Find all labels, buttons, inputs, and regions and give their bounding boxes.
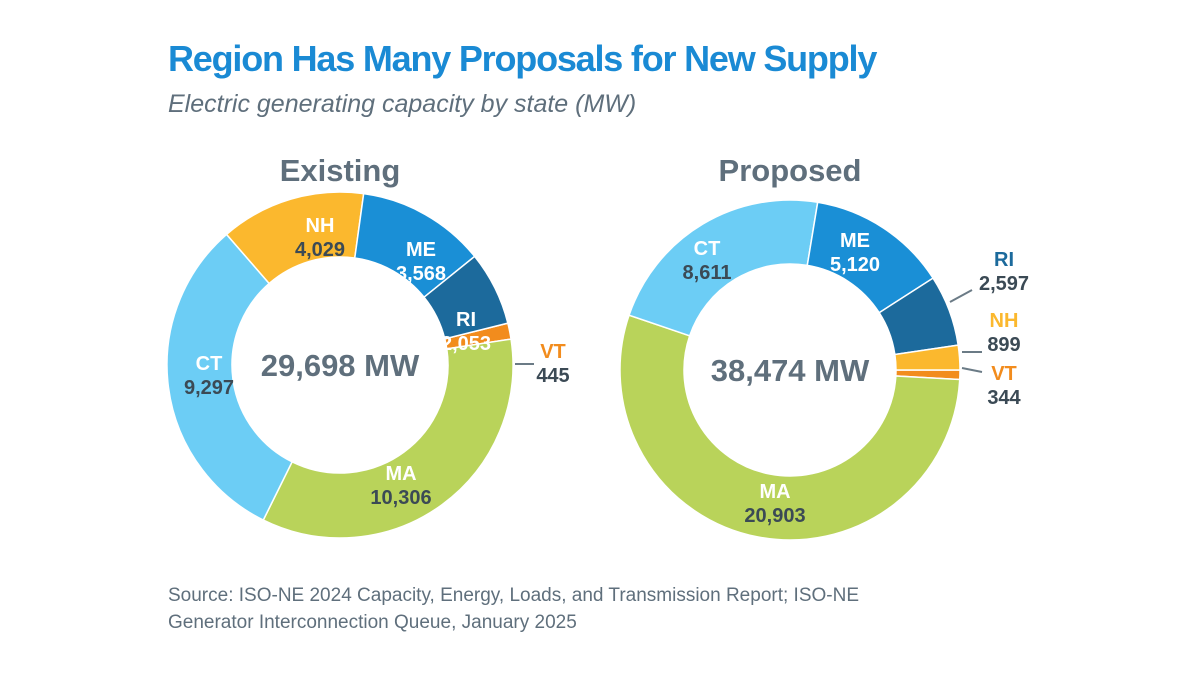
slice-value-vt: 445 [536,365,569,387]
slice-value-ct: 8,611 [683,262,732,284]
slice-label-ct: CT [196,353,223,375]
slice-value-nh: 899 [987,334,1020,356]
center-total-label: 29,698 MW [261,348,420,383]
slice-value-ma: 20,903 [744,505,805,527]
slice-ma [262,338,514,539]
slice-value-ma: 10,306 [370,487,431,509]
slice-value-me: 5,120 [830,254,880,276]
slice-label-nh: NH [306,215,335,237]
slice-value-me: 3,568 [396,263,446,285]
source-line-1: Source: ISO-NE 2024 Capacity, Energy, Lo… [168,585,859,606]
slice-label-vt: VT [540,341,566,363]
slice-ri [423,255,509,340]
slice-label-nh: NH [990,310,1019,332]
slice-label-ri: RI [994,249,1014,271]
slice-label-ri: RI [456,309,476,331]
slice-nh [894,344,961,371]
slice-value-vt: 344 [987,387,1021,409]
slice-value-nh: 4,029 [295,239,345,261]
slice-value-ri: 2,597 [979,273,1029,295]
slice-label-me: ME [406,239,436,261]
source-note: Source: ISO-NE 2024 Capacity, Energy, Lo… [168,582,859,636]
page-subtitle: Electric generating capacity by state (M… [168,90,637,118]
slice-label-ct: CT [694,238,721,260]
slice-label-me: ME [840,230,870,252]
source-line-2: Generator Interconnection Queue, January… [168,612,577,633]
slice-label-ma: MA [385,463,416,485]
leader-line-vt [961,367,983,373]
leader-line-ri [949,289,973,303]
slice-label-vt: VT [991,363,1017,385]
slice-ct [166,233,294,522]
chart-title: Proposed [719,153,862,188]
slice-value-ct: 9,297 [184,377,234,399]
page-title: Region Has Many Proposals for New Supply [168,38,877,79]
slice-ct [628,199,819,337]
center-total-label: 38,474 MW [711,353,870,388]
chart-title: Existing [280,153,401,188]
slice-label-ma: MA [759,481,790,503]
slice-ma [619,314,961,541]
slice-value-ri: 2,053 [441,333,491,355]
